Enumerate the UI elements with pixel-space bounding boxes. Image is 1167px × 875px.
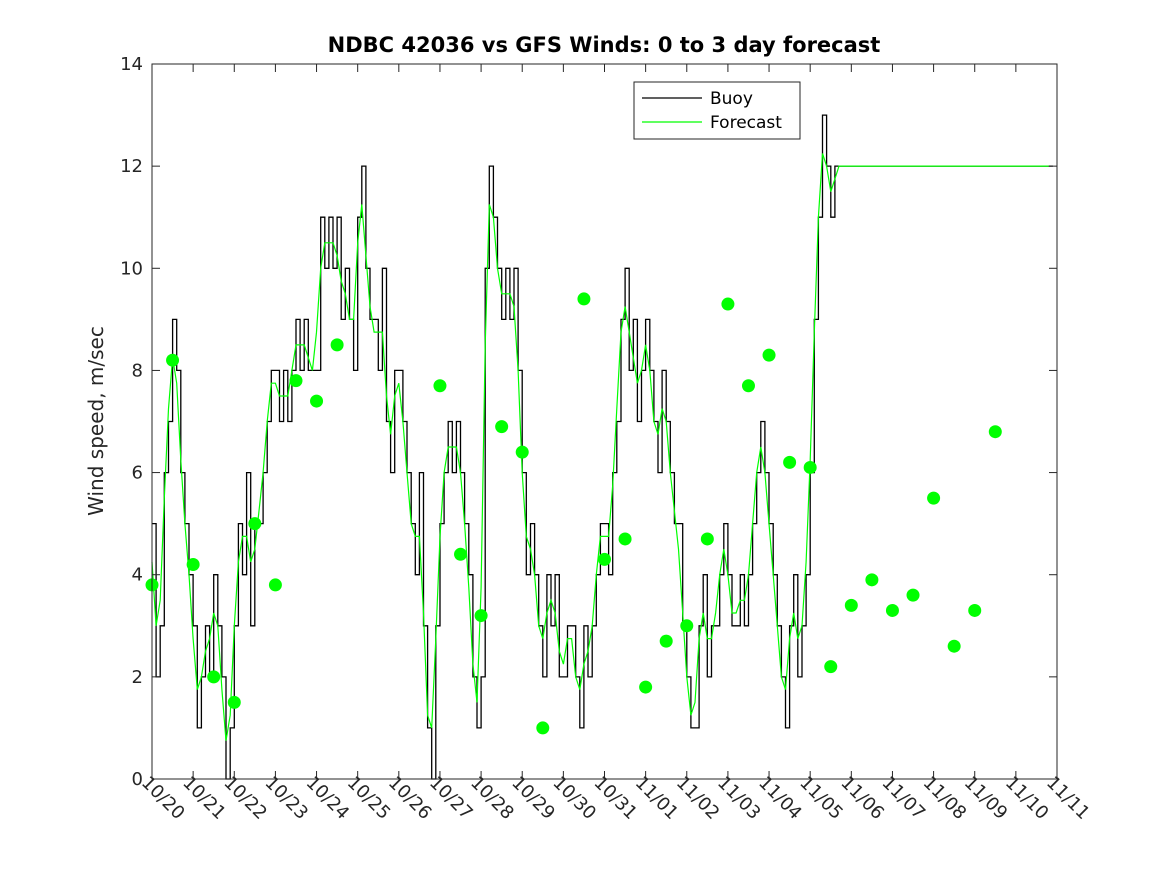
forecast-point <box>536 721 550 735</box>
forecast-point <box>515 445 529 459</box>
forecast-point <box>927 491 941 505</box>
forecast-point <box>783 455 797 469</box>
legend-label-forecast: Forecast <box>710 113 782 133</box>
forecast-point <box>598 552 611 566</box>
y-tick-label: 12 <box>120 156 143 177</box>
y-tick-label: 0 <box>132 769 143 790</box>
forecast-point <box>330 338 344 352</box>
forecast-point <box>803 460 817 474</box>
forecast-point <box>248 517 262 531</box>
forecast-point <box>659 634 673 648</box>
forecast-point <box>454 547 468 561</box>
forecast-point <box>310 394 324 408</box>
forecast-point <box>495 420 509 434</box>
forecast-point <box>947 639 961 653</box>
y-tick-label: 10 <box>120 258 143 279</box>
forecast-point <box>988 425 1002 439</box>
y-tick-label: 6 <box>132 463 143 484</box>
forecast-point <box>844 598 858 612</box>
forecast-point <box>166 353 180 367</box>
forecast-point <box>618 532 632 546</box>
forecast-point <box>885 603 899 617</box>
forecast-point <box>433 379 447 393</box>
forecast-point <box>762 348 776 362</box>
y-tick-label: 14 <box>120 54 143 75</box>
chart-title: NDBC 42036 vs GFS Winds: 0 to 3 day fore… <box>328 33 881 57</box>
forecast-point <box>721 297 735 311</box>
y-tick-label: 4 <box>132 565 143 586</box>
forecast-point <box>474 609 488 623</box>
forecast-point <box>289 374 303 388</box>
forecast-point <box>824 660 838 674</box>
forecast-point <box>700 532 714 546</box>
forecast-point <box>968 603 982 617</box>
forecast-point <box>680 619 694 633</box>
legend: Buoy Forecast <box>633 81 801 140</box>
y-axis-label: Wind speed, m/sec <box>84 326 108 516</box>
series-line-buoy <box>152 114 1053 780</box>
forecast-point <box>207 670 221 684</box>
forecast-point <box>639 680 653 694</box>
y-tick-label: 2 <box>132 667 143 688</box>
series-line-forecast <box>151 153 1049 741</box>
forecast-point <box>227 695 241 709</box>
forecast-point <box>186 558 200 571</box>
y-tick-label: 8 <box>132 360 143 381</box>
forecast-point <box>268 578 282 592</box>
legend-box <box>633 81 801 140</box>
forecast-point <box>865 573 879 587</box>
forecast-point <box>741 379 755 393</box>
forecast-point <box>577 292 591 306</box>
forecast-point <box>906 588 920 602</box>
legend-label-buoy: Buoy <box>710 89 753 109</box>
series-layer <box>145 114 1053 780</box>
